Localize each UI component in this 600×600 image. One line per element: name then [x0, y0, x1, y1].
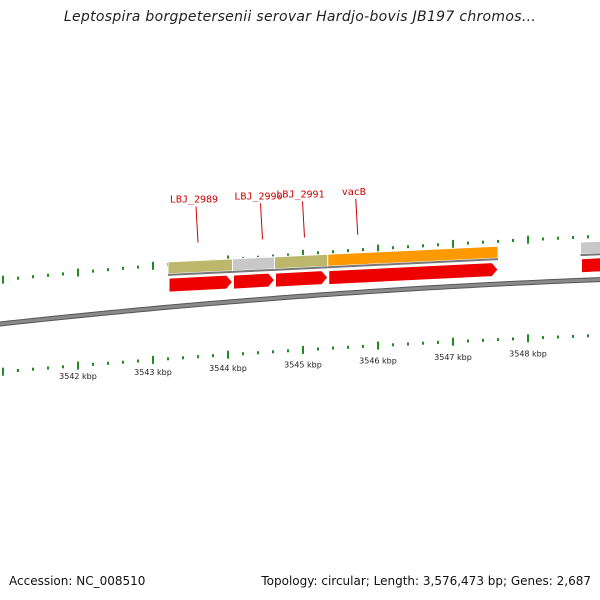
- topology-summary: Topology: circular; Length: 3,576,473 bp…: [261, 574, 591, 588]
- gene-label-leader: [302, 201, 305, 238]
- feature-block: [580, 240, 600, 255]
- kbp-tick-label: 3543 kbp: [134, 368, 172, 377]
- feature-block: [232, 256, 275, 272]
- gene-label-leader: [260, 203, 263, 240]
- cds-arrow: [168, 274, 234, 293]
- feature-underline: [327, 258, 499, 269]
- inner-tick-ring: [2, 334, 589, 376]
- kbp-tick-label: 3548 kbp: [509, 350, 547, 359]
- feature-track: [167, 240, 600, 276]
- map-title: Leptospira borgpetersenii serovar Hardjo…: [63, 9, 537, 25]
- cds-track: [168, 257, 600, 293]
- cds-arrow: [275, 270, 329, 288]
- kbp-tick-label: 3547 kbp: [434, 353, 472, 362]
- gene-label-lbj_2991: LBJ_2991: [276, 189, 324, 200]
- kbp-tick-label: 3546 kbp: [359, 357, 397, 366]
- feature-underline: [232, 268, 275, 273]
- cds-arrow: [581, 257, 600, 274]
- kbp-tick-label: 3545 kbp: [284, 360, 322, 369]
- feature-block: [327, 245, 499, 267]
- gene-label-leader: [195, 206, 199, 243]
- backbone-line: [0, 278, 600, 326]
- gene-label-vacb: vacB: [342, 187, 366, 198]
- kbp-scale: 3542 kbp 3543 kbp 3544 kbp 3545 kbp 3546 kbp…: [59, 350, 547, 381]
- kbp-tick-label: 3544 kbp: [209, 364, 247, 373]
- kbp-tick-label: 3542 kbp: [59, 372, 97, 381]
- cds-arrow: [328, 262, 499, 286]
- feature-underline: [580, 253, 600, 257]
- backbone: [0, 277, 600, 327]
- feature-underline: [274, 266, 328, 271]
- gene-label-leader: [355, 198, 359, 235]
- feature-block: [274, 253, 329, 270]
- feature-underline: [167, 270, 233, 276]
- gene-label-lbj_2989: LBJ_2989: [170, 194, 218, 205]
- accession-text: Accession: NC_008510: [9, 574, 146, 588]
- cds-arrow: [233, 272, 276, 290]
- gene-label-lbj_2990: LBJ_2990: [234, 191, 282, 202]
